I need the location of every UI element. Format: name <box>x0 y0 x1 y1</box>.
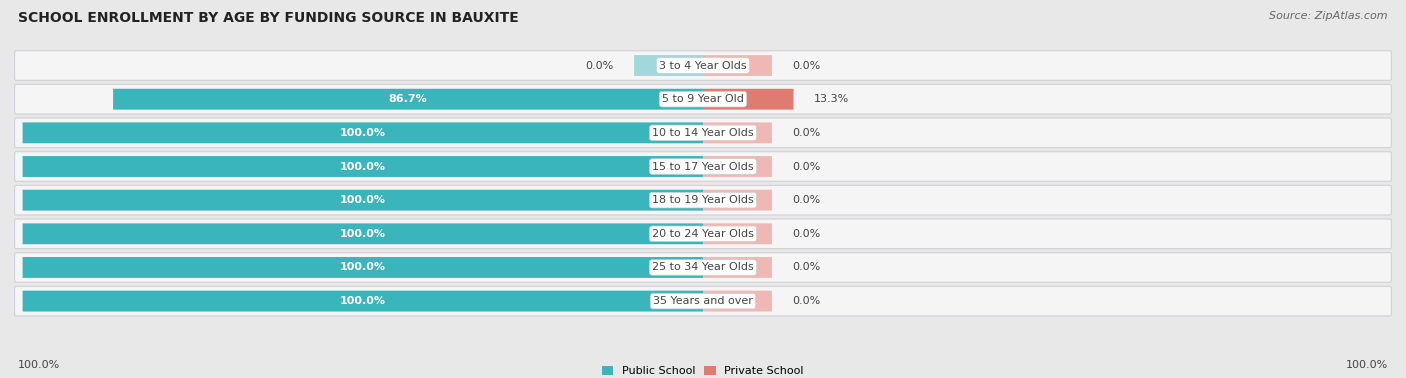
Text: 0.0%: 0.0% <box>793 229 821 239</box>
Text: 0.0%: 0.0% <box>793 161 821 172</box>
FancyBboxPatch shape <box>14 219 1392 249</box>
FancyBboxPatch shape <box>703 190 772 211</box>
FancyBboxPatch shape <box>14 286 1392 316</box>
FancyBboxPatch shape <box>22 223 703 244</box>
FancyBboxPatch shape <box>22 122 703 143</box>
Text: Source: ZipAtlas.com: Source: ZipAtlas.com <box>1270 11 1388 21</box>
Text: 100.0%: 100.0% <box>340 262 385 273</box>
Text: 0.0%: 0.0% <box>793 296 821 306</box>
FancyBboxPatch shape <box>112 89 703 110</box>
FancyBboxPatch shape <box>22 156 703 177</box>
FancyBboxPatch shape <box>22 190 703 211</box>
Text: 100.0%: 100.0% <box>340 229 385 239</box>
Text: 25 to 34 Year Olds: 25 to 34 Year Olds <box>652 262 754 273</box>
Text: 5 to 9 Year Old: 5 to 9 Year Old <box>662 94 744 104</box>
Text: 13.3%: 13.3% <box>814 94 849 104</box>
FancyBboxPatch shape <box>703 55 772 76</box>
Text: SCHOOL ENROLLMENT BY AGE BY FUNDING SOURCE IN BAUXITE: SCHOOL ENROLLMENT BY AGE BY FUNDING SOUR… <box>18 11 519 25</box>
Text: 100.0%: 100.0% <box>340 161 385 172</box>
FancyBboxPatch shape <box>22 257 703 278</box>
FancyBboxPatch shape <box>14 253 1392 282</box>
Text: 18 to 19 Year Olds: 18 to 19 Year Olds <box>652 195 754 205</box>
Text: 35 Years and over: 35 Years and over <box>652 296 754 306</box>
FancyBboxPatch shape <box>703 156 772 177</box>
Text: 0.0%: 0.0% <box>793 262 821 273</box>
FancyBboxPatch shape <box>703 122 772 143</box>
FancyBboxPatch shape <box>703 89 793 110</box>
FancyBboxPatch shape <box>703 257 772 278</box>
Text: 100.0%: 100.0% <box>340 296 385 306</box>
Text: 15 to 17 Year Olds: 15 to 17 Year Olds <box>652 161 754 172</box>
Text: 100.0%: 100.0% <box>340 128 385 138</box>
FancyBboxPatch shape <box>22 291 703 311</box>
Text: 100.0%: 100.0% <box>18 361 60 370</box>
Text: 0.0%: 0.0% <box>793 60 821 71</box>
FancyBboxPatch shape <box>703 223 772 244</box>
Text: 100.0%: 100.0% <box>340 195 385 205</box>
FancyBboxPatch shape <box>634 55 703 76</box>
Text: 0.0%: 0.0% <box>793 128 821 138</box>
Text: 10 to 14 Year Olds: 10 to 14 Year Olds <box>652 128 754 138</box>
FancyBboxPatch shape <box>14 84 1392 114</box>
FancyBboxPatch shape <box>14 118 1392 148</box>
FancyBboxPatch shape <box>14 185 1392 215</box>
Text: 100.0%: 100.0% <box>1346 361 1388 370</box>
Text: 0.0%: 0.0% <box>793 195 821 205</box>
Text: 3 to 4 Year Olds: 3 to 4 Year Olds <box>659 60 747 71</box>
FancyBboxPatch shape <box>703 291 772 311</box>
Text: 20 to 24 Year Olds: 20 to 24 Year Olds <box>652 229 754 239</box>
Text: 0.0%: 0.0% <box>585 60 613 71</box>
FancyBboxPatch shape <box>14 152 1392 181</box>
FancyBboxPatch shape <box>14 51 1392 81</box>
Legend: Public School, Private School: Public School, Private School <box>602 366 804 376</box>
Text: 86.7%: 86.7% <box>388 94 427 104</box>
